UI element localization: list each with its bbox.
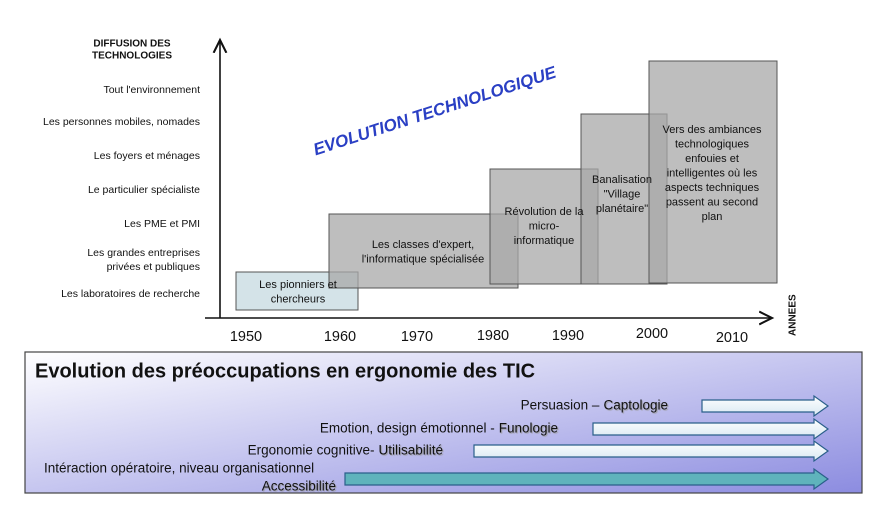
era-box: [328, 213, 519, 289]
era-text: informatique: [514, 235, 575, 247]
level-label: Tout l'environnement: [103, 84, 200, 96]
era-text: Les classes d'expert,: [372, 239, 474, 251]
axis-title: TECHNOLOGIES: [92, 51, 172, 62]
row-arrow: [344, 467, 830, 491]
level-label: Le particulier spécialiste: [88, 184, 200, 196]
era-text: Banalisation: [592, 174, 652, 186]
panel: Evolution des préoccupations en ergonomi…: [24, 351, 863, 494]
row-keyword: Accessibilité: [262, 479, 336, 494]
level-label: Les PME et PMI: [124, 218, 200, 230]
level-label: Les personnes mobiles, nomades: [43, 116, 200, 128]
level-label: privées et publiques: [107, 261, 200, 273]
row-keyword: Captologie: [603, 398, 668, 413]
year-label: 1990: [552, 328, 584, 344]
era-box: [648, 60, 778, 284]
level-label: Les grandes entreprises: [87, 247, 200, 259]
axis-title: DIFFUSION DES: [93, 39, 171, 50]
era-text: chercheurs: [271, 293, 326, 305]
row-keyword: Utilisabilité: [378, 443, 443, 458]
level-label: Les foyers et ménages: [94, 150, 200, 162]
era-text: technologiques: [675, 138, 750, 150]
era-text: l'informatique spécialisée: [362, 253, 485, 265]
year-label: 1980: [477, 328, 509, 344]
row-label: Emotion, design émotionnel -: [320, 421, 495, 436]
row-label: Persuasion –: [521, 398, 600, 413]
era-text: passent au second: [666, 196, 758, 208]
era-text: intelligentes où les: [667, 167, 758, 179]
era-text: enfouies et: [685, 153, 739, 165]
year-label: 1950: [230, 329, 262, 345]
x-axis-title: ANNEES: [788, 294, 799, 336]
era-text: Révolution de la: [505, 206, 585, 218]
year-label: 2010: [716, 330, 748, 346]
era-text: plan: [702, 211, 723, 223]
row-arrow: [592, 417, 830, 441]
era-text: aspects techniques: [665, 182, 760, 194]
era-text: Vers des ambiances: [662, 124, 762, 136]
row-keyword: Funologie: [499, 421, 558, 436]
era-text: planétaire": [596, 203, 648, 215]
row-arrow: [473, 439, 830, 463]
era-text: "Village: [604, 188, 641, 200]
year-label: 1960: [324, 329, 356, 345]
row-arrow: [701, 394, 830, 418]
year-label: 2000: [636, 326, 668, 342]
row-label: Intéraction opératoire, niveau organisat…: [44, 461, 314, 476]
year-label: 1970: [401, 329, 433, 345]
level-label: Les laboratoires de recherche: [61, 288, 200, 300]
row-label: Ergonomie cognitive-: [248, 443, 375, 458]
era-text: micro-: [529, 220, 560, 232]
era-text: Les pionniers et: [259, 279, 337, 291]
banner: EVOLUTION TECHNOLOGIQUE: [311, 63, 559, 160]
era-box: [489, 168, 599, 285]
panel-title: Evolution des préoccupations en ergonomi…: [35, 360, 535, 382]
